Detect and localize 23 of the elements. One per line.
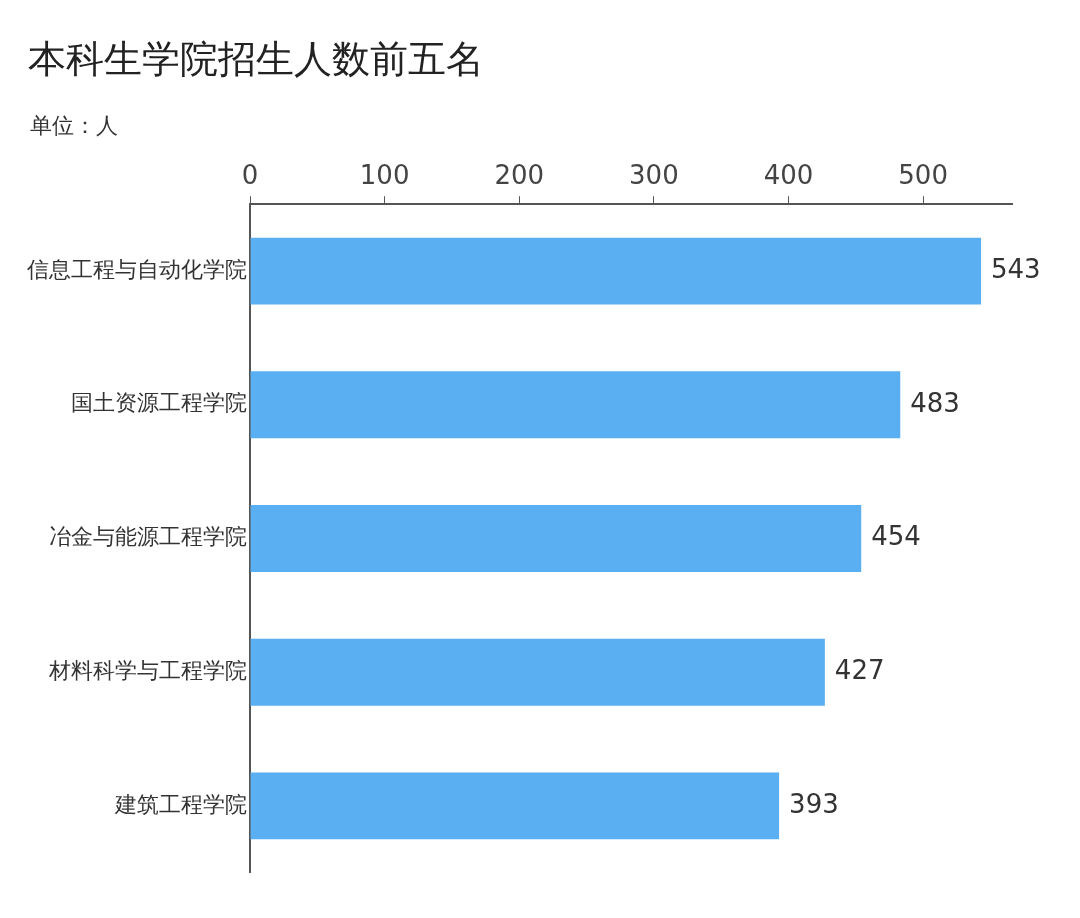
data-label: 427 (834, 654, 885, 685)
x-tick-label: 500 (898, 160, 948, 191)
x-tick-label: 300 (629, 160, 679, 191)
x-tick-label: 200 (494, 160, 545, 191)
data-label: 483 (910, 387, 960, 418)
data-label: 543 (991, 253, 1041, 284)
y-tick-label: 国土资源工程学院 (71, 390, 247, 416)
chart-subtitle: 单位：人 (29, 112, 119, 140)
bar (250, 237, 982, 305)
y-tick-label: 信息工程与自动化学院 (27, 256, 247, 282)
y-tick-label: 建筑工程学院 (114, 791, 247, 817)
bar (250, 638, 825, 706)
bar (250, 371, 901, 439)
x-tick-label: 100 (359, 160, 410, 191)
bar (250, 505, 862, 572)
bar (250, 772, 780, 840)
x-tick-label: 400 (763, 160, 814, 191)
data-label: 393 (789, 788, 839, 819)
x-tick-label: 0 (241, 160, 259, 191)
chart-title: 本科生学院招生人数前五名 (27, 36, 485, 83)
data-label: 454 (871, 521, 921, 552)
y-tick-label: 冶金与能源工程学院 (49, 524, 247, 550)
y-tick-label: 材料科学与工程学院 (48, 657, 247, 683)
